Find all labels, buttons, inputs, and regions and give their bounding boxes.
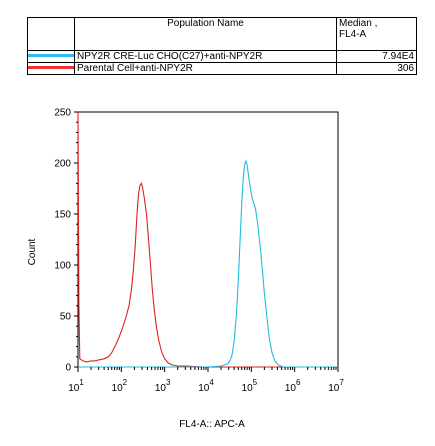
chart-axes: [77, 111, 339, 368]
x-axis-label: FL4-A:: APC-A: [179, 419, 245, 430]
histogram-series-line: [78, 159, 338, 368]
y-tick-label: 50: [60, 312, 72, 323]
histogram-series-line: [77, 111, 338, 368]
median-header: Median , FL4-A: [336, 17, 417, 51]
legend-row-median: 306: [336, 62, 417, 75]
y-tick-label: 150: [54, 210, 71, 221]
legend-row-name: Parental Cell+anti-NPY2R: [74, 62, 337, 75]
x-tick-label: 103: [155, 378, 171, 394]
legend-swatch: [28, 66, 74, 69]
x-tick-label: 105: [242, 378, 258, 394]
y-tick-label: 100: [54, 261, 71, 272]
y-tick-label: 0: [65, 363, 71, 374]
y-tick-label: 200: [54, 159, 71, 170]
legend-swatch: [28, 54, 74, 57]
x-tick-label: 101: [68, 378, 84, 394]
legend-row: Parental Cell+anti-NPY2R 306: [27, 62, 417, 75]
x-tick-label: 106: [285, 378, 301, 394]
y-axis-label: Count: [27, 238, 38, 265]
plot-frame: [77, 111, 339, 368]
x-tick-label: 107: [328, 378, 344, 394]
x-tick-label: 102: [112, 378, 128, 394]
chart-ticks: 0 50 100 150 200 250 101 102 103 104 105 106 107: [54, 108, 344, 395]
x-tick-label: 104: [198, 378, 214, 394]
chart-series: [77, 111, 338, 368]
legend-table: Population Name Median , FL4-A NPY2R CRE…: [27, 17, 417, 75]
y-tick-label: 250: [54, 108, 71, 119]
